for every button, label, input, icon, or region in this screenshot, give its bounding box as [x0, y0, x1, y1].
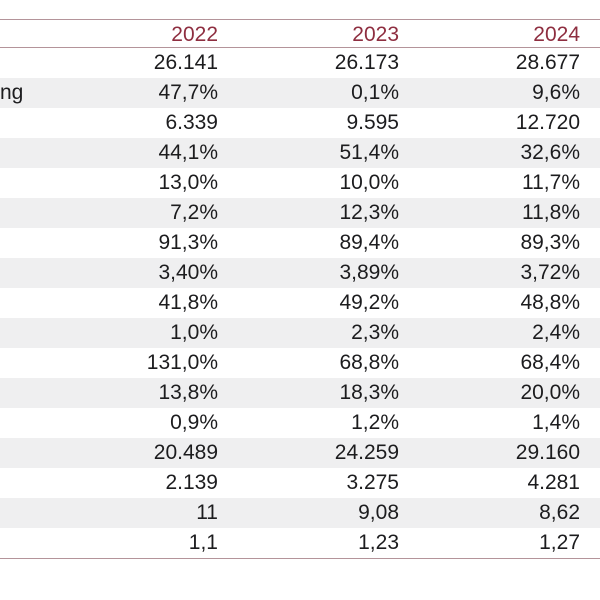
cell-value: 1,2%	[351, 411, 399, 434]
cell-value: 131,0%	[146, 351, 218, 374]
table-row: 1,1 1,23 1,27	[0, 528, 600, 558]
cell-value: 7,2%	[170, 201, 218, 224]
row-label	[0, 48, 38, 78]
cell-value: 1,4%	[532, 411, 580, 434]
table-row: 3,40% 3,89% 3,72%	[0, 258, 600, 288]
table-row: 7,2% 12,3% 11,8%	[0, 198, 600, 228]
cell-value: 49,2%	[339, 291, 399, 314]
cell-value: 20.489	[153, 441, 218, 464]
cell-value: 91,3%	[158, 231, 218, 254]
row-label	[0, 348, 38, 378]
cell-value: 26.173	[334, 51, 399, 74]
cell-value: 18,3%	[339, 381, 399, 404]
cell-value: 10,0%	[339, 171, 399, 194]
table-row: 91,3% 89,4% 89,3%	[0, 228, 600, 258]
table-row: 131,0% 68,8% 68,4%	[0, 348, 600, 378]
cell-value: 11,8%	[522, 201, 580, 224]
bottom-rule	[0, 558, 600, 559]
table-row: 6.339 9.595 12.720	[0, 108, 600, 138]
table-header-row: 2022 2023 2024	[0, 19, 600, 48]
row-label	[0, 318, 38, 348]
cell-value: 4.281	[527, 471, 580, 494]
cell-value: 89,4%	[339, 231, 399, 254]
table-row: 20.489 24.259 29.160	[0, 438, 600, 468]
cell-value: 6.339	[165, 111, 218, 134]
row-label	[0, 138, 38, 168]
cell-value: 0,1%	[351, 81, 399, 104]
financial-table: 2022 2023 2024 26.141 26.173 28.677 ng 47,7%…	[0, 0, 600, 559]
cell-value: 3,89%	[339, 261, 399, 284]
table-row: 44,1% 51,4% 32,6%	[0, 138, 600, 168]
cell-value: 44,1%	[158, 141, 218, 164]
table-row: 13,0% 10,0% 11,7%	[0, 168, 600, 198]
cell-value: 68,8%	[339, 351, 399, 374]
table-row: 41,8% 49,2% 48,8%	[0, 288, 600, 318]
table-body: 26.141 26.173 28.677 ng 47,7% 0,1% 9,6% 6.339 9.…	[0, 48, 600, 558]
cell-value: 29.160	[515, 441, 580, 464]
cell-value: 51,4%	[339, 141, 399, 164]
cell-value: 3.275	[346, 471, 399, 494]
cell-value: 13,8%	[158, 381, 218, 404]
row-label	[0, 468, 38, 498]
cell-value: 24.259	[334, 441, 399, 464]
row-label: ng	[0, 81, 24, 104]
row-label	[0, 198, 38, 228]
header-year-2023: 2023	[352, 23, 399, 46]
cell-value: 3,72%	[520, 261, 580, 284]
cell-value: 13,0%	[158, 171, 218, 194]
table-row: 0,9% 1,2% 1,4%	[0, 408, 600, 438]
table-row: 26.141 26.173 28.677	[0, 48, 600, 78]
row-label	[0, 438, 38, 468]
cell-value: 1,23	[358, 531, 399, 554]
table-row: 11 9,08 8,62	[0, 498, 600, 528]
cell-value: 0,9%	[170, 411, 218, 434]
row-label	[0, 528, 38, 558]
cell-value: 20,0%	[520, 381, 580, 404]
row-label	[0, 288, 38, 318]
row-label	[0, 108, 38, 138]
table-row: 13,8% 18,3% 20,0%	[0, 378, 600, 408]
cell-value: 47,7%	[158, 81, 218, 104]
row-label	[0, 408, 38, 438]
header-year-2024: 2024	[533, 23, 580, 46]
header-corner-cell	[0, 20, 38, 47]
cell-value: 11,7%	[522, 171, 580, 194]
cell-value: 12,3%	[339, 201, 399, 224]
cell-value: 12.720	[515, 111, 580, 134]
cell-value: 2,3%	[351, 321, 399, 344]
cell-value: 48,8%	[520, 291, 580, 314]
cell-value: 1,0%	[170, 321, 218, 344]
cell-value: 9,08	[358, 501, 399, 524]
row-label	[0, 258, 38, 288]
table-row: 1,0% 2,3% 2,4%	[0, 318, 600, 348]
cell-value: 9,6%	[532, 81, 580, 104]
cell-value: 32,6%	[520, 141, 580, 164]
cell-value: 1,27	[539, 531, 580, 554]
cell-value: 11	[196, 501, 218, 524]
row-label	[0, 498, 38, 528]
row-label	[0, 378, 38, 408]
row-label	[0, 168, 38, 198]
cell-value: 89,3%	[520, 231, 580, 254]
top-margin	[0, 0, 600, 19]
cell-value: 1,1	[188, 531, 218, 554]
cell-value: 9.595	[346, 111, 399, 134]
table-row: 2.139 3.275 4.281	[0, 468, 600, 498]
cell-value: 2.139	[165, 471, 218, 494]
cell-value: 41,8%	[158, 291, 218, 314]
cell-value: 68,4%	[520, 351, 580, 374]
cell-value: 3,40%	[158, 261, 218, 284]
cell-value: 8,62	[539, 501, 580, 524]
cell-value: 2,4%	[532, 321, 580, 344]
row-label	[0, 228, 38, 258]
header-year-2022: 2022	[171, 23, 218, 46]
table-row: ng 47,7% 0,1% 9,6%	[0, 78, 600, 108]
cell-value: 28.677	[515, 51, 580, 74]
cell-value: 26.141	[153, 51, 218, 74]
